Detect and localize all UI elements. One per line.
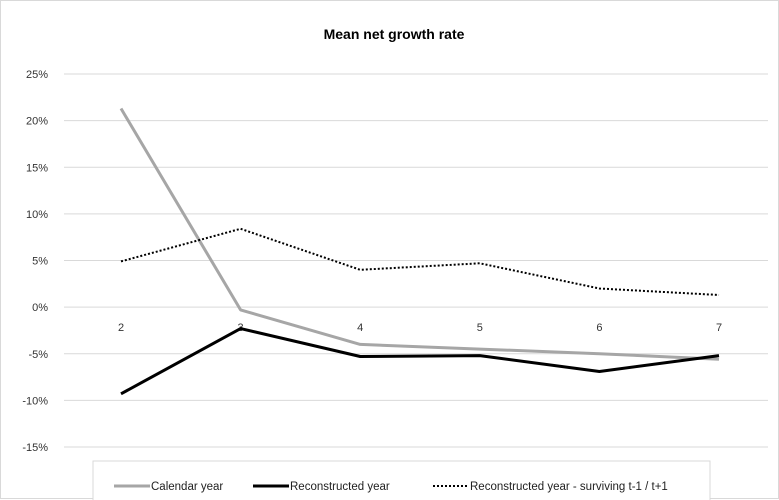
x-tick-label: 7 [716,322,722,334]
x-tick-label: 4 [357,322,363,334]
y-tick-label: 0% [32,302,48,314]
chart-title: Mean net growth rate [324,26,465,42]
legend-label-1: Calendar year [151,481,223,493]
series-line-1 [119,107,720,361]
y-tick-label: -10% [22,395,48,407]
series-line-2 [120,327,720,396]
y-axis-ticks: 25% 20% 15% 10% 5% 0% -5% -10% -15% [22,69,48,454]
series-lines [119,107,720,396]
legend-label-2: Reconstructed year [290,481,390,493]
y-tick-label: 5% [32,256,48,268]
y-tick-label: 25% [26,69,48,81]
y-tick-label: 20% [26,116,48,128]
series-line-3 [120,227,720,296]
gridlines [64,73,768,448]
x-tick-label: 6 [596,322,602,334]
legend-label-3: Reconstructed year - surviving t-1 / t+1 [470,481,668,493]
y-tick-label: 15% [26,162,48,174]
x-tick-label: 5 [477,322,483,334]
y-tick-label: -15% [22,442,48,454]
y-tick-label: -5% [28,349,48,361]
y-tick-label: 10% [26,209,48,221]
legend: Calendar year Reconstructed year Reconstru… [92,460,711,500]
x-tick-label: 2 [118,322,124,334]
legend-box [92,460,711,500]
